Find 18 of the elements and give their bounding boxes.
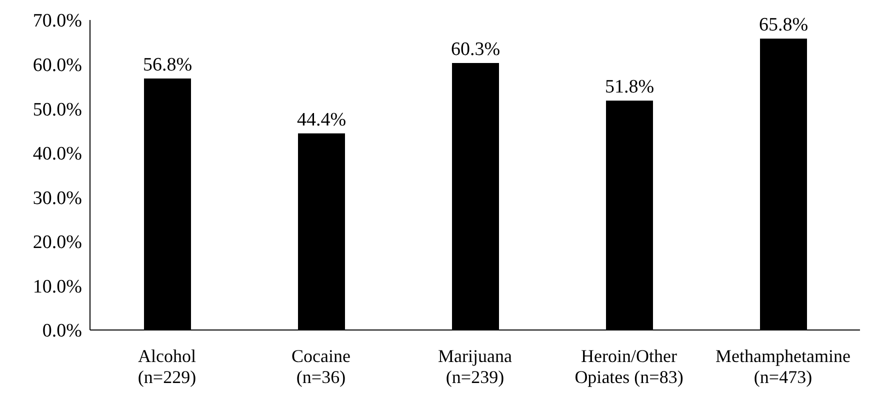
data-label: 60.3% — [450, 38, 500, 60]
data-label: 44.4% — [296, 109, 346, 130]
y-tick-label: 50.0% — [32, 99, 82, 120]
data-label: 65.8% — [758, 14, 808, 36]
y-tick-label: 10.0% — [32, 276, 82, 298]
x-tick-label: Marijuana (n=239) — [438, 346, 512, 387]
y-tick-label: 20.0% — [32, 232, 82, 254]
y-tick-label: 60.0% — [32, 55, 82, 76]
x-tick-label: Methamphetamine (n=473) — [716, 346, 850, 387]
y-tick-label: 0.0% — [42, 320, 82, 342]
x-tick-label: Alcohol (n=229) — [138, 346, 196, 387]
x-tick-label: Heroin/Other Opiates (n=83) — [574, 346, 684, 387]
y-tick-label: 30.0% — [32, 188, 82, 209]
y-tick-label: 70.0% — [32, 10, 82, 32]
x-tick-label: Cocaine (n=36) — [292, 346, 350, 387]
data-label: 51.8% — [604, 76, 654, 98]
data-label: 56.8% — [142, 54, 192, 76]
y-tick-label: 40.0% — [32, 144, 82, 165]
